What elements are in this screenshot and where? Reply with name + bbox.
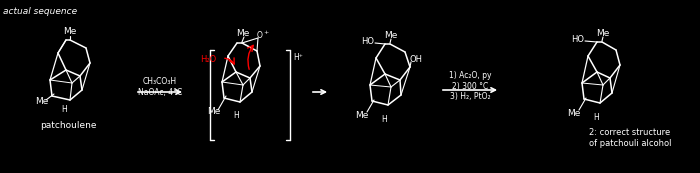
Text: 2: correct structure
of patchouli alcohol: 2: correct structure of patchouli alcoho… bbox=[589, 128, 671, 148]
Text: 1) Ac₂O, py: 1) Ac₂O, py bbox=[449, 71, 491, 80]
Text: H⁺: H⁺ bbox=[293, 53, 303, 62]
Text: actual sequence: actual sequence bbox=[3, 7, 77, 16]
Text: NaOAc, 4°C: NaOAc, 4°C bbox=[138, 89, 182, 98]
Text: Me: Me bbox=[35, 98, 49, 107]
Text: H: H bbox=[233, 112, 239, 121]
Text: 3) H₂, PtO₂: 3) H₂, PtO₂ bbox=[449, 92, 490, 101]
Text: +: + bbox=[263, 30, 269, 34]
Text: H₂O: H₂O bbox=[200, 56, 216, 65]
Text: patchoulene: patchoulene bbox=[40, 121, 97, 130]
Text: Me: Me bbox=[356, 112, 369, 121]
Text: Me: Me bbox=[567, 110, 581, 119]
Text: Me: Me bbox=[237, 29, 250, 38]
Text: OH: OH bbox=[410, 56, 423, 65]
Text: Me: Me bbox=[63, 28, 77, 37]
Text: HO: HO bbox=[571, 35, 584, 44]
Text: CH₃CO₃H: CH₃CO₃H bbox=[143, 78, 177, 86]
Text: Me: Me bbox=[207, 107, 220, 116]
Text: 2) 300 °C: 2) 300 °C bbox=[452, 81, 488, 90]
Text: H: H bbox=[593, 113, 599, 122]
Text: Me: Me bbox=[384, 30, 398, 39]
Text: HO: HO bbox=[361, 38, 374, 47]
Text: O: O bbox=[257, 30, 263, 39]
Text: H: H bbox=[61, 106, 67, 115]
Text: Me: Me bbox=[596, 29, 610, 38]
Text: H: H bbox=[381, 116, 387, 125]
